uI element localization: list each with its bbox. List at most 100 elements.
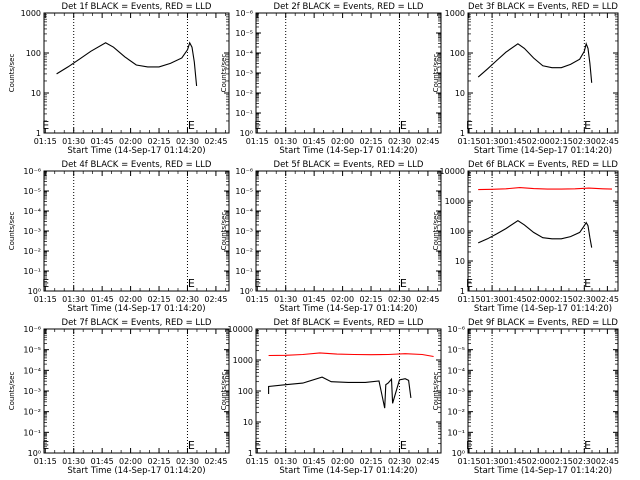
x-tick-label: 01:30 bbox=[274, 457, 297, 466]
events-series-line bbox=[477, 220, 593, 248]
x-axis-label: Start Time (14-Sep-17 01:14:20) bbox=[474, 146, 612, 156]
y-tick-label: 10⁻³ bbox=[235, 69, 253, 78]
x-tick-label: 02:00 bbox=[331, 295, 354, 304]
x-tick-label: 02:00 bbox=[527, 295, 550, 304]
x-tick-label: 02:15 bbox=[148, 457, 171, 466]
y-axis-label: Counts/sec bbox=[220, 54, 228, 93]
panel-title: Det 5f BLACK = Events, RED = LLD bbox=[274, 160, 424, 170]
events-series-line bbox=[268, 376, 412, 409]
x-tick-label: 01:30 bbox=[274, 137, 297, 146]
y-tick-label: 10000 bbox=[228, 325, 253, 334]
lld-series-line bbox=[268, 352, 434, 358]
x-axis-label: Start Time (14-Sep-17 01:14:20) bbox=[279, 304, 417, 314]
events-series-line bbox=[56, 41, 198, 87]
x-tick-label: 01:30 bbox=[481, 137, 504, 146]
panel-det-2: Det 2f BLACK = Events, RED = LLD 10⁰ 10⁻¹ 1… bbox=[220, 2, 442, 156]
y-tick-label: 10⁰ bbox=[240, 287, 253, 296]
x-tick-label: 02:00 bbox=[119, 295, 142, 304]
y-tick-label: 1000 bbox=[21, 9, 41, 18]
y-tick-label: 10⁻² bbox=[447, 408, 465, 417]
panel-det-7: Det 7f BLACK = Events, RED = LLD 10⁰ 10⁻¹ 1… bbox=[8, 318, 230, 476]
y-tick-label: 10⁰ bbox=[452, 449, 465, 458]
y-tick-label: 10⁻⁴ bbox=[235, 49, 253, 58]
y-axis-label: Counts/sec bbox=[432, 372, 440, 411]
panel-title: Det 8f BLACK = Events, RED = LLD bbox=[274, 318, 424, 328]
y-tick-label: 1 bbox=[248, 449, 253, 458]
panel-title: Det 4f BLACK = Events, RED = LLD bbox=[62, 160, 212, 170]
x-tick-label: 01:45 bbox=[91, 457, 114, 466]
y-axis-label: Counts/sec bbox=[8, 54, 16, 93]
x-axis-label: Start Time (14-Sep-17 01:14:20) bbox=[67, 466, 205, 476]
y-tick-label: 10⁻³ bbox=[235, 227, 253, 236]
x-tick-label: 02:45 bbox=[596, 295, 619, 304]
x-tick-label: 01:45 bbox=[303, 295, 326, 304]
x-axis-label: Start Time (14-Sep-17 01:14:20) bbox=[279, 146, 417, 156]
y-tick-label: 10 bbox=[455, 89, 465, 98]
y-tick-label: 10⁻¹ bbox=[23, 267, 41, 276]
x-tick-label: 01:45 bbox=[504, 457, 527, 466]
x-tick-label: 02:30 bbox=[388, 295, 411, 304]
x-tick-label: 02:15 bbox=[360, 457, 383, 466]
x-tick-label: 02:00 bbox=[527, 137, 550, 146]
y-tick-label: 100 bbox=[26, 49, 41, 58]
x-tick-label: 02:00 bbox=[119, 137, 142, 146]
x-tick-label: 02:15 bbox=[148, 137, 171, 146]
y-tick-label: 10 bbox=[243, 418, 253, 427]
e-marker: E bbox=[400, 439, 407, 452]
y-axis-label: Counts/sec bbox=[8, 212, 16, 251]
panel-det-9: Det 9f BLACK = Events, RED = LLD 10⁰ 10⁻¹ 1… bbox=[432, 318, 619, 476]
panel-det-3: Det 3f BLACK = Events, RED = LLD 1 10 100 10… bbox=[432, 2, 619, 156]
y-axis-label: Counts/sec bbox=[220, 212, 228, 251]
e-marker: E bbox=[466, 439, 473, 452]
x-tick-label: 01:45 bbox=[303, 457, 326, 466]
x-tick-label: 02:45 bbox=[416, 295, 439, 304]
y-tick-label: 10⁻⁵ bbox=[235, 187, 253, 196]
y-tick-label: 10⁻⁶ bbox=[447, 325, 465, 334]
x-tick-label: 01:15 bbox=[246, 457, 269, 466]
x-tick-label: 02:30 bbox=[573, 137, 596, 146]
y-tick-label: 10⁻⁵ bbox=[235, 29, 253, 38]
x-tick-label: 02:45 bbox=[596, 457, 619, 466]
x-axis-label: Start Time (14-Sep-17 01:14:20) bbox=[474, 466, 612, 476]
y-tick-label: 10⁻² bbox=[23, 247, 41, 256]
x-tick-label: 02:30 bbox=[388, 137, 411, 146]
x-axis-label: Start Time (14-Sep-17 01:14:20) bbox=[67, 304, 205, 314]
x-tick-label: 02:15 bbox=[550, 295, 573, 304]
panel-title: Det 9f BLACK = Events, RED = LLD bbox=[468, 318, 618, 328]
y-tick-label: 10⁻³ bbox=[23, 387, 41, 396]
panel-det-1: Det 1f BLACK = Events, RED = LLD 1 10 100 10… bbox=[8, 2, 230, 156]
x-tick-label: 02:30 bbox=[176, 295, 199, 304]
y-tick-label: 10⁻⁶ bbox=[235, 167, 253, 176]
x-tick-label: 02:15 bbox=[550, 457, 573, 466]
x-tick-label: 02:30 bbox=[176, 457, 199, 466]
x-tick-label: 01:15 bbox=[34, 295, 57, 304]
x-tick-label: 02:30 bbox=[388, 457, 411, 466]
y-tick-label: 100 bbox=[238, 387, 253, 396]
y-tick-label: 10⁻² bbox=[235, 247, 253, 256]
y-tick-label: 10 bbox=[455, 257, 465, 266]
e-marker: E bbox=[584, 439, 591, 452]
e-marker: E bbox=[584, 119, 591, 132]
x-tick-label: 01:15 bbox=[246, 137, 269, 146]
y-tick-label: 10⁻⁴ bbox=[447, 366, 465, 375]
x-tick-label: 02:45 bbox=[416, 137, 439, 146]
y-tick-label: 10⁰ bbox=[28, 449, 41, 458]
y-tick-label: 10⁻⁴ bbox=[23, 366, 41, 375]
x-tick-label: 02:45 bbox=[204, 295, 227, 304]
x-tick-label: 02:45 bbox=[416, 457, 439, 466]
panel-det-8: Det 8f BLACK = Events, RED = LLD 1 10 100 10… bbox=[220, 318, 442, 476]
y-tick-label: 10⁻¹ bbox=[447, 428, 465, 437]
y-tick-label: 10⁻³ bbox=[23, 227, 41, 236]
e-marker: E bbox=[400, 277, 407, 290]
x-tick-label: 02:45 bbox=[204, 137, 227, 146]
x-tick-label: 01:45 bbox=[504, 137, 527, 146]
y-tick-label: 10⁻¹ bbox=[235, 267, 253, 276]
panel-title: Det 7f BLACK = Events, RED = LLD bbox=[62, 318, 212, 328]
e-marker: E bbox=[188, 119, 195, 132]
x-tick-label: 02:30 bbox=[176, 137, 199, 146]
y-tick-label: 10⁻² bbox=[235, 89, 253, 98]
x-axis-label: Start Time (14-Sep-17 01:14:20) bbox=[279, 466, 417, 476]
y-tick-label: 10⁻¹ bbox=[23, 428, 41, 437]
y-tick-label: 10⁻⁴ bbox=[23, 207, 41, 216]
